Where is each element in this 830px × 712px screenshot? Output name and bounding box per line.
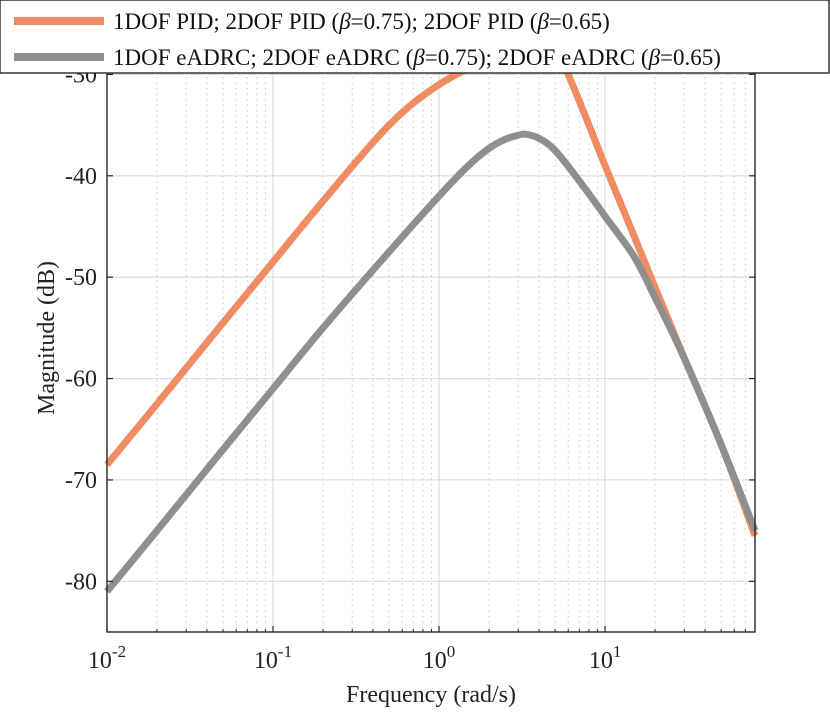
y-tick-label: -70 [65, 468, 97, 494]
legend-box [0, 0, 830, 74]
grid-layer [107, 44, 755, 632]
x-axis-label: Frequency (rad/s) [346, 682, 516, 708]
y-tick-label: -80 [65, 569, 97, 595]
x-tick-label: 10-2 [88, 642, 126, 674]
y-tick-label: -60 [65, 367, 97, 393]
legend-entry-2: 1DOF eADRC; 2DOF eADRC (β=0.75); 2DOF eA… [113, 45, 721, 70]
series-line-2 [104, 130, 759, 594]
x-tick-label: 100 [423, 642, 456, 674]
y-tick-label: -50 [65, 265, 97, 291]
series-line-1 [104, 40, 759, 537]
y-axis-label: Magnitude (dB) [34, 261, 60, 415]
x-tick-label: 101 [589, 642, 622, 674]
x-tick-label: 10-1 [254, 642, 292, 674]
series-layer [104, 40, 759, 594]
legend-entry-1: 1DOF PID; 2DOF PID (β=0.75); 2DOF PID (β… [113, 9, 610, 34]
legend: 1DOF PID; 2DOF PID (β=0.75); 2DOF PID (β… [0, 0, 830, 74]
y-tick-label: -40 [65, 164, 97, 190]
